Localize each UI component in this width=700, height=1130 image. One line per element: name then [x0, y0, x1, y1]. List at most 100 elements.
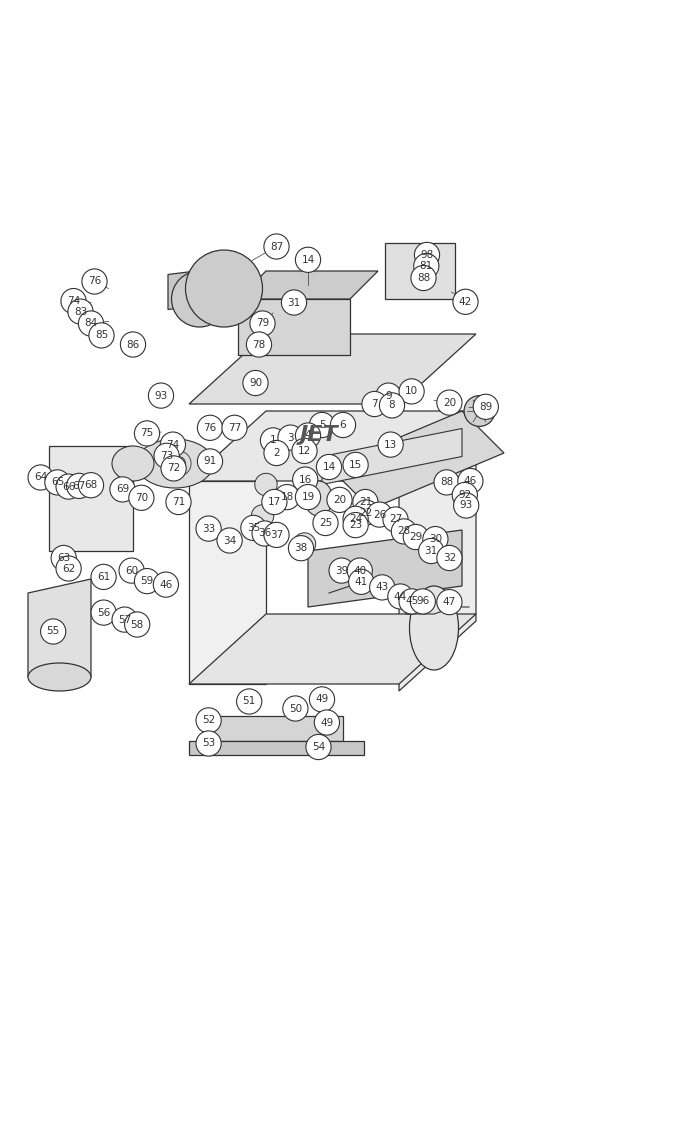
Text: 85: 85: [95, 330, 108, 340]
Circle shape: [295, 247, 321, 272]
Circle shape: [278, 425, 303, 450]
Text: 10: 10: [405, 386, 418, 397]
Text: 70: 70: [135, 493, 148, 503]
Circle shape: [437, 546, 462, 571]
Text: 16: 16: [299, 475, 312, 485]
Text: 75: 75: [141, 428, 153, 438]
Circle shape: [196, 731, 221, 756]
Circle shape: [166, 489, 191, 514]
Text: 38: 38: [295, 544, 307, 554]
Polygon shape: [49, 446, 133, 551]
Text: 19: 19: [302, 492, 314, 502]
Text: 83: 83: [74, 306, 87, 316]
Text: 90: 90: [249, 379, 262, 388]
Text: 46: 46: [160, 580, 172, 590]
Text: 25: 25: [319, 518, 332, 528]
Circle shape: [66, 473, 92, 498]
Circle shape: [197, 415, 223, 441]
Text: 13: 13: [384, 440, 397, 450]
Text: JET: JET: [299, 426, 338, 445]
Text: 53: 53: [202, 739, 215, 748]
Text: 37: 37: [270, 530, 283, 540]
Circle shape: [196, 707, 221, 733]
Circle shape: [251, 505, 274, 528]
Polygon shape: [322, 428, 462, 485]
Text: 67: 67: [73, 481, 85, 490]
Polygon shape: [189, 741, 364, 755]
Circle shape: [41, 619, 66, 644]
Text: 89: 89: [480, 402, 492, 411]
Circle shape: [125, 612, 150, 637]
Polygon shape: [308, 530, 462, 607]
Text: 26: 26: [373, 510, 386, 520]
Circle shape: [307, 487, 330, 510]
Circle shape: [154, 443, 179, 469]
Text: 43: 43: [376, 582, 389, 592]
Polygon shape: [189, 614, 476, 684]
Text: 88: 88: [440, 477, 453, 487]
Circle shape: [309, 412, 335, 437]
Circle shape: [78, 472, 104, 498]
Circle shape: [134, 568, 160, 593]
Circle shape: [288, 536, 314, 560]
Circle shape: [378, 432, 403, 458]
Text: 31: 31: [425, 546, 438, 556]
Text: 81: 81: [420, 261, 433, 271]
Polygon shape: [238, 271, 378, 299]
Text: 54: 54: [312, 742, 325, 751]
Text: 47: 47: [443, 597, 456, 607]
Circle shape: [370, 575, 395, 600]
Circle shape: [197, 449, 223, 473]
Circle shape: [91, 564, 116, 590]
Circle shape: [281, 290, 307, 315]
Circle shape: [313, 511, 338, 536]
Text: 9: 9: [385, 391, 392, 401]
Text: 74: 74: [67, 296, 80, 306]
Text: 14: 14: [323, 462, 335, 472]
Polygon shape: [203, 715, 343, 741]
Polygon shape: [28, 579, 91, 677]
Text: 20: 20: [333, 495, 346, 505]
Text: 56: 56: [97, 608, 110, 618]
Circle shape: [316, 454, 342, 479]
Text: 55: 55: [47, 626, 60, 636]
Text: 96: 96: [416, 597, 429, 607]
Polygon shape: [385, 243, 455, 299]
Text: 49: 49: [321, 718, 333, 728]
Text: 4: 4: [304, 431, 312, 441]
Text: 15: 15: [349, 460, 362, 470]
Circle shape: [51, 546, 76, 571]
Text: 87: 87: [270, 242, 283, 252]
Circle shape: [414, 253, 439, 279]
Circle shape: [283, 696, 308, 721]
Text: 78: 78: [253, 339, 265, 349]
Text: 45: 45: [405, 597, 418, 607]
Circle shape: [252, 521, 277, 546]
Text: 20: 20: [443, 398, 456, 408]
Text: 32: 32: [443, 553, 456, 563]
Circle shape: [473, 394, 498, 419]
Text: 23: 23: [349, 520, 362, 530]
Circle shape: [295, 485, 321, 510]
Text: 74: 74: [167, 440, 179, 450]
Circle shape: [148, 383, 174, 408]
Text: 86: 86: [127, 339, 139, 349]
Circle shape: [264, 522, 289, 548]
Circle shape: [362, 391, 387, 417]
Text: 17: 17: [268, 497, 281, 507]
Circle shape: [410, 589, 435, 614]
Polygon shape: [168, 268, 224, 310]
Text: 14: 14: [302, 254, 314, 264]
Text: 63: 63: [57, 553, 70, 563]
Circle shape: [172, 271, 228, 327]
Circle shape: [293, 467, 318, 493]
Text: 76: 76: [204, 423, 216, 433]
Circle shape: [330, 412, 356, 437]
Text: 93: 93: [460, 501, 473, 511]
Circle shape: [367, 502, 392, 528]
Circle shape: [89, 323, 114, 348]
Text: 22: 22: [360, 507, 372, 518]
Text: 21: 21: [359, 497, 372, 507]
Text: 61: 61: [97, 572, 110, 582]
Text: 24: 24: [349, 514, 362, 524]
